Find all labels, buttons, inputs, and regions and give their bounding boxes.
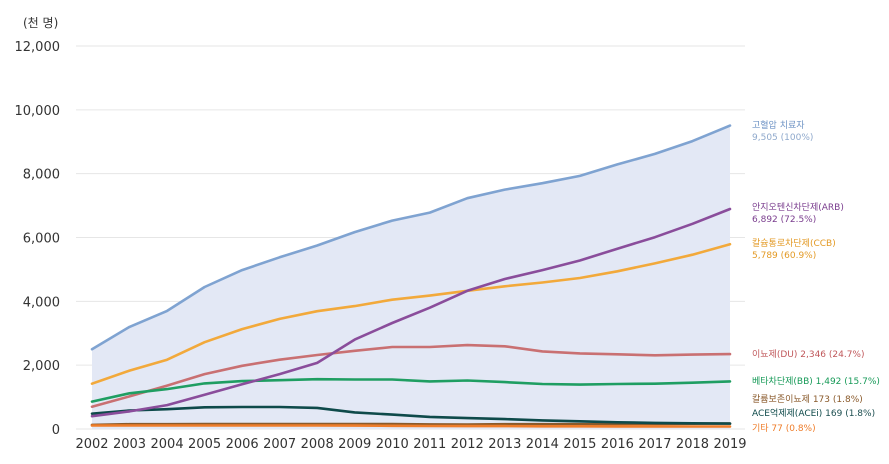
y-axis-unit-label: (천 명): [23, 15, 58, 30]
x-tick-label: 2013: [488, 437, 521, 452]
y-tick-label: 2,000: [23, 359, 60, 374]
x-tick-label: 2004: [151, 437, 184, 452]
series-name-label: 베타차단제(BB): [752, 375, 816, 387]
x-tick-label: 2006: [226, 437, 259, 452]
series-name-label: 안지오텐신차단제(ARB): [752, 201, 844, 213]
series-label: 베타차단제(BB) 1,492 (15.7%): [752, 375, 880, 387]
series-end-labels: 고혈압 치료자 9,505 (100%) 안지오텐신차단제(ARB) 6,892 (7…: [752, 119, 880, 434]
x-tick-label: 2011: [413, 437, 446, 452]
series-line: [90, 207, 732, 418]
y-axis-ticks: 0 2,000 4,000 6,000 8,000 10,000 12,000: [15, 40, 61, 438]
series-label: ACE억제제(ACEi) 169 (1.8%): [752, 407, 875, 419]
x-tick-label: 2018: [676, 437, 709, 452]
y-tick-label: 4,000: [23, 295, 60, 310]
series-name-label: ACE억제제(ACEi): [752, 407, 825, 419]
series-line: [90, 343, 732, 408]
x-tick-label: 2003: [113, 437, 146, 452]
x-tick-label: 2015: [563, 437, 596, 452]
y-tick-label: 6,000: [23, 232, 60, 247]
series-name-label: 이뇨제(DU): [752, 349, 800, 360]
series-line: [90, 242, 732, 385]
series-value-label: 6,892 (72.5%): [752, 215, 816, 225]
series-lines: [90, 124, 732, 428]
series-label: 기타 77 (0.8%): [752, 423, 816, 434]
series-value-label: 169 (1.8%): [825, 409, 875, 419]
series-line: [90, 377, 732, 403]
x-tick-label: 2012: [451, 437, 484, 452]
x-tick-label: 2014: [526, 437, 559, 452]
series-line: [90, 405, 732, 425]
series-value-label: 1,492 (15.7%): [816, 377, 880, 387]
series-value-label: 9,505 (100%): [752, 133, 813, 143]
x-tick-label: 2019: [713, 437, 746, 452]
x-tick-label: 2017: [638, 437, 671, 452]
series-value-label: 77 (0.8%): [771, 424, 815, 434]
series-line: [90, 422, 732, 427]
series-value-label: 5,789 (60.9%): [752, 251, 816, 261]
x-axis-ticks: 2002 2003 2004 2005 2006 2007 2008 2009 2010 2011…: [75, 437, 746, 452]
series-name-label: 칼륨보존이뇨제: [752, 394, 813, 405]
x-tick-label: 2002: [75, 437, 108, 452]
y-tick-label: 10,000: [15, 104, 61, 119]
x-tick-label: 2005: [188, 437, 221, 452]
series-name-label: 기타: [752, 423, 771, 434]
series-label: 칼륨보존이뇨제 173 (1.8%): [752, 394, 863, 405]
y-tick-label: 8,000: [23, 168, 60, 183]
series-value-label: 2,346 (24.7%): [800, 350, 864, 360]
y-tick-label: 12,000: [15, 40, 61, 55]
series-line: [90, 124, 732, 351]
y-tick-label: 0: [52, 423, 60, 438]
x-tick-label: 2008: [301, 437, 334, 452]
x-tick-label: 2010: [376, 437, 409, 452]
x-tick-label: 2016: [601, 437, 634, 452]
series-label: 이뇨제(DU) 2,346 (24.7%): [752, 349, 865, 360]
series-name-label: 고혈압 치료자: [752, 119, 805, 131]
series-name-label: 칼슘통로차단제(CCB): [752, 237, 836, 249]
x-tick-label: 2009: [338, 437, 371, 452]
x-tick-label: 2007: [263, 437, 296, 452]
series-value-label: 173 (1.8%): [813, 395, 863, 405]
series-line: [90, 424, 732, 428]
